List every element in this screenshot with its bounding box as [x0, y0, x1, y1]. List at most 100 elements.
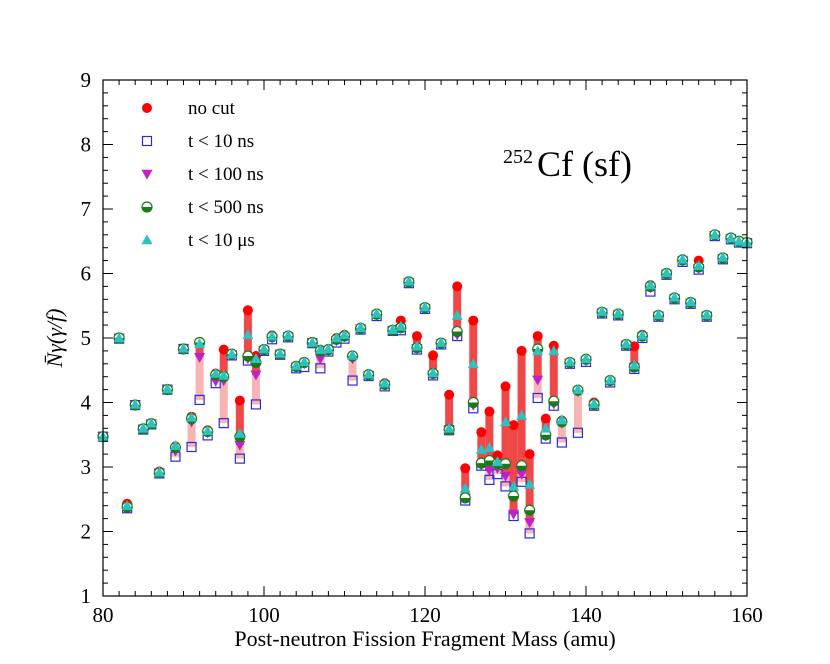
data-point	[258, 343, 270, 354]
data-point	[652, 309, 664, 320]
data-point	[636, 329, 648, 340]
marker-fill	[508, 496, 519, 502]
data-point	[145, 417, 157, 428]
data-point	[701, 309, 713, 320]
data-point	[218, 344, 229, 355]
data-point	[556, 437, 567, 448]
range-bar-strong	[235, 400, 244, 446]
data-point	[177, 342, 190, 353]
data-point	[693, 260, 705, 271]
data-point	[347, 375, 358, 386]
data-point	[475, 443, 487, 454]
range-bar-strong	[533, 336, 542, 380]
data-point	[444, 389, 455, 400]
marker-fill	[548, 401, 559, 407]
data-point	[443, 422, 455, 433]
y-tick-label: 7	[81, 197, 92, 221]
y-tick-label: 4	[81, 391, 92, 415]
data-point	[500, 481, 511, 492]
data-point	[460, 463, 471, 474]
series-4	[97, 229, 753, 511]
data-point	[628, 359, 640, 370]
data-point	[202, 425, 214, 436]
legend-label: t < 500 ns	[188, 197, 264, 218]
data-point	[338, 329, 351, 340]
data-point	[556, 414, 568, 425]
data-point	[347, 349, 359, 360]
data-point	[250, 370, 262, 381]
data-point	[452, 281, 463, 292]
data-point	[411, 331, 422, 342]
data-point	[532, 392, 543, 404]
data-point	[596, 305, 608, 316]
data-point	[161, 383, 173, 394]
nuclide-mass-number: 252	[503, 146, 533, 168]
data-point	[524, 528, 535, 539]
data-point	[411, 340, 423, 351]
y-axis-label: N̄γ(γ/f)	[42, 309, 67, 369]
y-tick-label: 3	[81, 455, 92, 479]
range-bar-light	[235, 445, 244, 459]
data-point	[709, 229, 721, 240]
data-point	[379, 377, 391, 388]
data-point	[113, 332, 125, 343]
data-point	[516, 345, 527, 356]
data-point	[508, 420, 519, 431]
data-point	[137, 422, 149, 433]
data-point	[322, 343, 334, 354]
data-point	[242, 305, 253, 316]
range-bar-strong	[195, 343, 204, 358]
data-point	[540, 422, 552, 433]
range-bar-light	[573, 391, 582, 433]
data-point	[491, 456, 503, 467]
legend-label: t < 100 ns	[188, 164, 264, 185]
range-bar-strong	[630, 346, 639, 368]
range-bar-light	[251, 374, 260, 405]
data-point	[371, 307, 383, 318]
data-point	[274, 347, 286, 358]
data-point	[355, 322, 367, 332]
range-bar-strong	[485, 411, 494, 471]
data-point	[298, 356, 310, 367]
data-point	[548, 345, 560, 356]
legend-label: t < 10 μs	[188, 230, 255, 251]
x-tick-label: 80	[93, 603, 114, 627]
range-bar-strong	[429, 355, 438, 375]
range-bar-strong	[509, 425, 518, 515]
y-tick-label: 8	[81, 133, 92, 157]
y-tick-label: 5	[81, 326, 92, 350]
data-point	[524, 504, 536, 516]
x-tick-label: 120	[409, 603, 441, 627]
data-point	[459, 492, 471, 504]
data-point	[548, 395, 560, 407]
legend-marker	[141, 234, 153, 245]
data-point	[242, 329, 254, 340]
data-point	[685, 296, 697, 307]
data-point	[169, 440, 181, 451]
marker-fill	[476, 463, 487, 469]
data-point	[540, 413, 551, 424]
data-point	[532, 345, 544, 356]
data-point	[210, 367, 222, 378]
data-point	[314, 343, 326, 354]
data-point	[266, 330, 278, 341]
data-point	[588, 398, 600, 409]
data-point	[532, 375, 544, 386]
marker-fill	[452, 331, 463, 337]
data-point	[725, 232, 737, 243]
data-point	[234, 453, 245, 464]
data-point	[677, 253, 689, 264]
data-point	[524, 449, 535, 460]
data-point	[467, 358, 479, 369]
range-bar-light	[557, 423, 566, 443]
data-point	[282, 329, 294, 340]
marker-fill	[524, 510, 535, 516]
y-tick-label: 2	[81, 520, 92, 544]
data-point	[427, 367, 439, 378]
data-point	[499, 471, 512, 482]
data-point	[524, 518, 536, 529]
data-point	[153, 466, 165, 477]
data-markers	[97, 229, 753, 539]
data-point	[644, 279, 656, 290]
